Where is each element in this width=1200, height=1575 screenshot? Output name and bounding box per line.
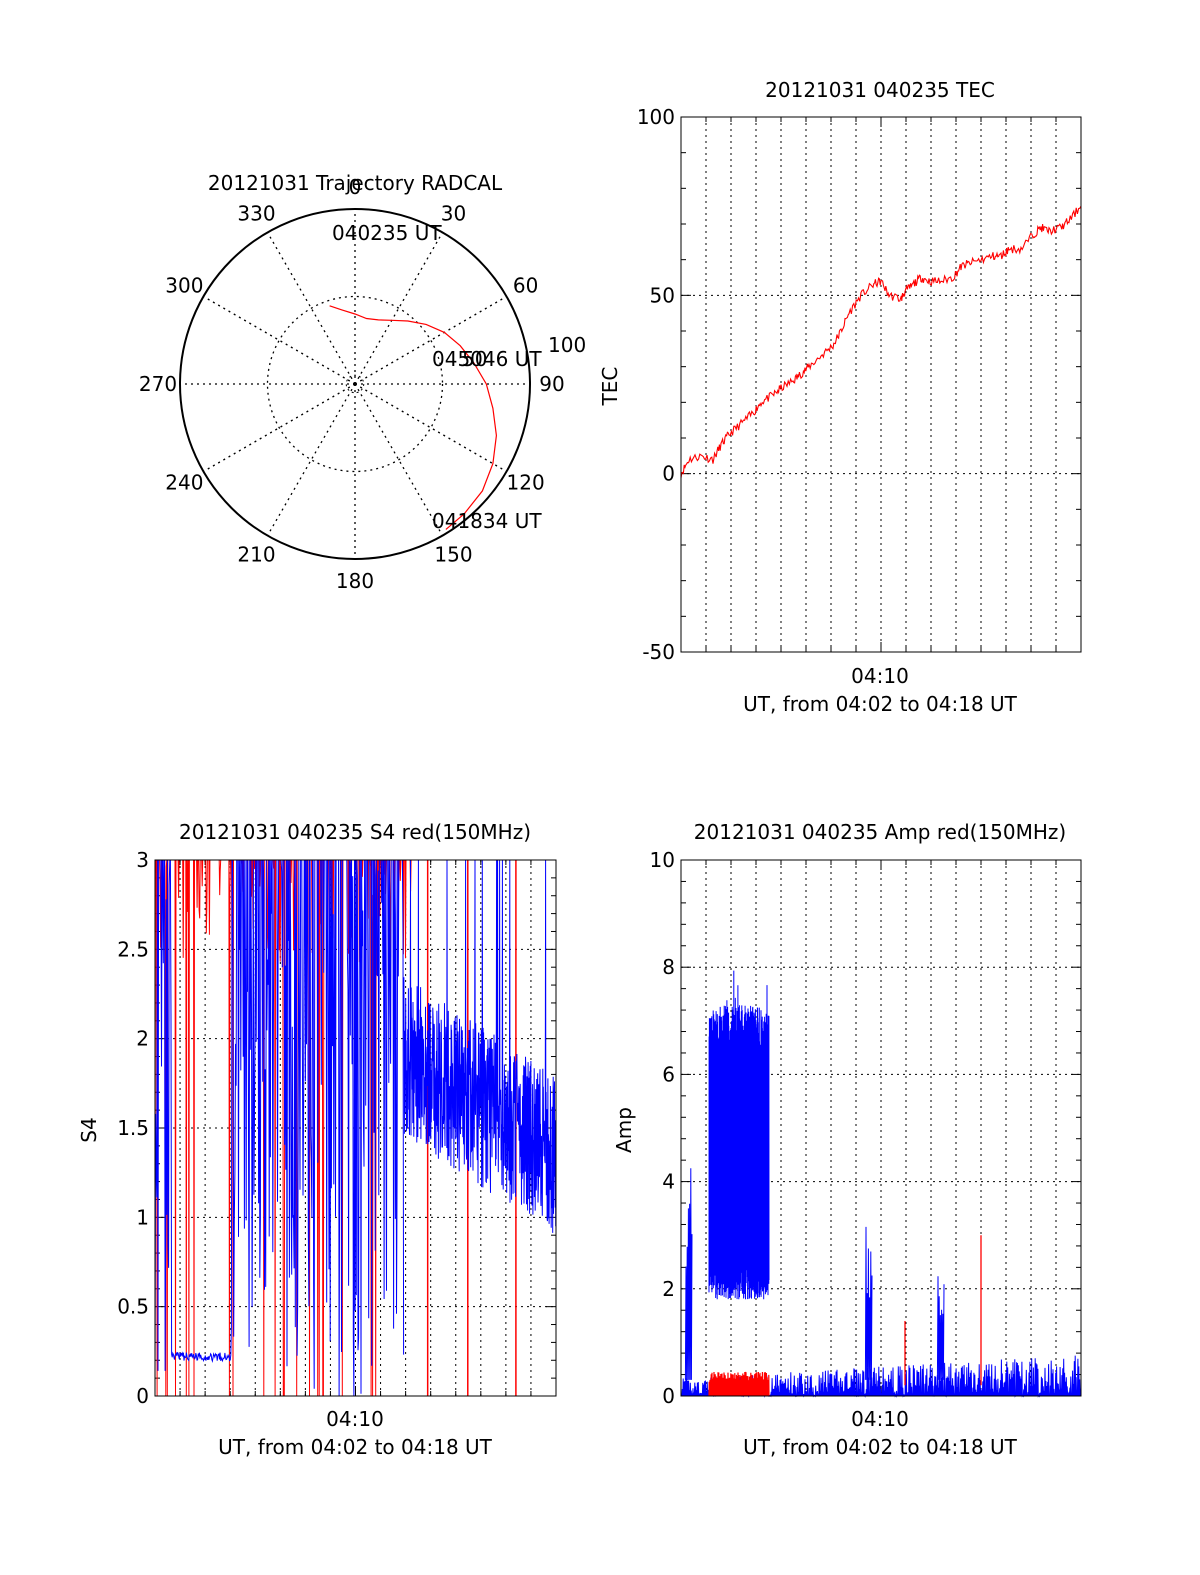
polar-grid-spoke bbox=[203, 383, 356, 473]
amp-ytick-label: 0 bbox=[662, 1384, 675, 1408]
polar-grid-spoke bbox=[266, 383, 356, 536]
tec-ytick-label: 100 bbox=[637, 105, 675, 129]
polar-angle-label: 120 bbox=[507, 471, 545, 495]
polar-title: 20121031 Trajectory RADCAL bbox=[208, 171, 503, 195]
tec-title: 20121031 040235 TEC bbox=[765, 78, 995, 102]
polar-angle-label: 240 bbox=[165, 471, 203, 495]
s4-xtick-label: 04:10 bbox=[326, 1407, 384, 1431]
trajectory-line bbox=[329, 305, 498, 530]
polar-angle-label: 90 bbox=[539, 372, 564, 396]
s4-grid bbox=[155, 860, 556, 1396]
polar-radius-label: 100 bbox=[548, 333, 586, 357]
amp-plot: 20121031 040235 Amp red(150MHz) Amp 04:1… bbox=[612, 820, 1082, 1459]
tec-ytick-label: -50 bbox=[642, 640, 675, 664]
amp-ytick-label: 2 bbox=[662, 1277, 675, 1301]
amp-blue-spike bbox=[864, 1226, 873, 1380]
amp-title: 20121031 040235 Amp red(150MHz) bbox=[694, 820, 1066, 844]
tec-frame bbox=[680, 116, 1082, 653]
s4-ytick-label: 3 bbox=[136, 848, 149, 872]
tec-ylabel: TEC bbox=[598, 367, 622, 407]
polar-angle-label: 270 bbox=[139, 372, 177, 396]
amp-xlabel: UT, from 04:02 to 04:18 UT bbox=[743, 1435, 1018, 1459]
polar-outer-circle bbox=[179, 208, 531, 560]
s4-title: 20121031 040235 S4 red(150MHz) bbox=[179, 820, 531, 844]
s4-ytick-label: 2 bbox=[136, 1027, 149, 1051]
trajectory-mid-extra: 50 bbox=[462, 347, 487, 371]
tec-ytick-label: 0 bbox=[662, 462, 675, 486]
s4-frame bbox=[154, 859, 557, 1397]
polar-angle-label: 150 bbox=[434, 543, 472, 567]
s4-xlabel: UT, from 04:02 to 04:18 UT bbox=[218, 1435, 493, 1459]
s4-ylabel: S4 bbox=[77, 1117, 101, 1142]
s4-ytick-label: 2.5 bbox=[117, 937, 149, 961]
amp-frame bbox=[680, 859, 1082, 1397]
amp-ylabel: Amp bbox=[612, 1107, 636, 1153]
tec-grid bbox=[681, 117, 1081, 652]
polar-angle-label: 30 bbox=[441, 201, 466, 225]
polar-grid-spoke bbox=[354, 383, 507, 473]
polar-grid-spoke bbox=[266, 232, 356, 385]
s4-ytick-label: 1 bbox=[136, 1205, 149, 1229]
amp-ytick-label: 4 bbox=[662, 1170, 675, 1194]
s4-ytick-label: 0.5 bbox=[117, 1295, 149, 1319]
polar-angle-label: 300 bbox=[165, 274, 203, 298]
polar-grid-spoke bbox=[203, 295, 356, 385]
amp-blue-spike bbox=[684, 1168, 693, 1380]
trajectory-start-label: 040235 UT bbox=[332, 221, 442, 245]
polar-grid bbox=[180, 209, 530, 559]
tec-xlabel: UT, from 04:02 to 04:18 UT bbox=[743, 692, 1018, 716]
polar-angle-label: 330 bbox=[237, 201, 275, 225]
amp-red-band bbox=[708, 1371, 770, 1397]
tec-plot: 20121031 040235 TEC TEC 04:10 UT, from 0… bbox=[598, 78, 1082, 716]
tec-series bbox=[680, 205, 1082, 478]
polar-grid-spoke bbox=[354, 383, 444, 536]
s4-plot: 20121031 040235 S4 red(150MHz) S4 04:10 … bbox=[77, 820, 557, 1459]
amp-ytick-label: 10 bbox=[650, 848, 675, 872]
trajectory-mid-label: 045046 UT bbox=[432, 347, 542, 371]
polar-angle-label: 180 bbox=[336, 569, 374, 593]
s4-blue-noise bbox=[403, 859, 557, 1233]
amp-ytick-label: 8 bbox=[662, 955, 675, 979]
amp-blue-spike bbox=[936, 1276, 945, 1380]
amp-xtick-label: 04:10 bbox=[851, 1407, 909, 1431]
polar-angle-label: 0 bbox=[349, 175, 362, 199]
polar-angle-label: 60 bbox=[513, 274, 538, 298]
trajectory-polar-plot: 20121031 Trajectory RADCAL 0 30 60 90 120 150… bbox=[139, 171, 586, 593]
polar-grid-ring bbox=[266, 295, 444, 473]
polar-angle-label: 210 bbox=[237, 543, 275, 567]
tec-series-line bbox=[680, 205, 1082, 478]
polar-grid-center bbox=[345, 374, 365, 394]
amp-blue-band-fill bbox=[709, 1058, 769, 1268]
s4-ytick-label: 1.5 bbox=[117, 1116, 149, 1140]
tec-xtick-label: 04:10 bbox=[851, 664, 909, 688]
tec-ytick-label: 50 bbox=[650, 283, 675, 307]
polar-grid-spoke bbox=[354, 232, 444, 385]
polar-grid-spoke bbox=[354, 295, 507, 385]
amp-ytick-label: 6 bbox=[662, 1062, 675, 1086]
trajectory-end-label: 041834 UT bbox=[432, 509, 542, 533]
polar-angle-labels: 0 30 60 90 120 150 180 210 240 270 300 330 bbox=[139, 175, 565, 593]
s4-ytick-label: 0 bbox=[136, 1384, 149, 1408]
